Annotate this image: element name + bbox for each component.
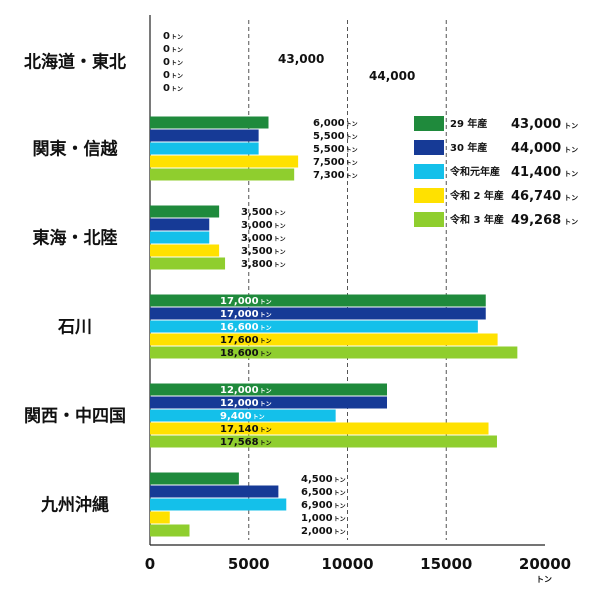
bar <box>150 396 387 409</box>
data-label: 12,000トン <box>220 385 272 396</box>
data-label: 6,900トン <box>301 500 346 511</box>
x-axis-unit: トン <box>536 575 552 584</box>
x-tick-label: 5000 <box>228 555 270 573</box>
legend-total: 44,000 トン <box>511 141 578 156</box>
bar <box>150 231 210 244</box>
legend-total: 41,400 トン <box>511 165 578 180</box>
x-tick-label: 20000 <box>519 555 571 573</box>
data-label: 17,600トン <box>220 335 272 346</box>
legend-total: 49,268 トン <box>511 213 578 228</box>
data-label: 3,000トン <box>241 233 286 244</box>
legend-label: 令和 2 年産 <box>449 189 504 202</box>
bar <box>150 346 518 359</box>
data-label: 12,000トン <box>220 398 272 409</box>
x-tick-label: 10000 <box>321 555 373 573</box>
bar <box>150 244 220 257</box>
data-label: 7,500トン <box>313 157 358 168</box>
category-label: 九州沖縄 <box>40 495 109 516</box>
bar <box>150 155 299 168</box>
legend-swatch <box>414 188 444 203</box>
bar <box>150 168 295 181</box>
data-label: 0トン <box>163 44 183 55</box>
bar <box>150 435 497 448</box>
bar <box>150 129 259 142</box>
legend-label: 令和元年産 <box>449 165 500 178</box>
annotation-44000: 44,000 <box>369 69 415 83</box>
data-label: 17,140トン <box>220 424 272 435</box>
data-label: 17,000トン <box>220 296 272 307</box>
data-label: 3,000トン <box>241 220 286 231</box>
data-label: 4,500トン <box>301 474 346 485</box>
legend-swatch <box>414 212 444 227</box>
x-tick-label: 15000 <box>420 555 472 573</box>
annotation-43000: 43,000 <box>278 52 324 66</box>
data-label: 16,600トン <box>220 322 272 333</box>
bar <box>150 485 279 498</box>
bar <box>150 498 287 511</box>
data-label: 17,568トン <box>220 437 272 448</box>
legend-label: 30 年産 <box>450 141 487 154</box>
bar <box>150 511 170 524</box>
category-label: 東海・北陸 <box>33 228 118 249</box>
data-label: 0トン <box>163 83 183 94</box>
data-label: 6,000トン <box>313 118 358 129</box>
bar <box>150 320 478 333</box>
data-label: 5,500トン <box>313 144 358 155</box>
category-label: 関東・信越 <box>33 139 119 160</box>
data-label: 2,000トン <box>301 526 346 537</box>
data-label: 7,300トン <box>313 170 358 181</box>
bar <box>150 257 226 270</box>
legend-total: 43,000 トン <box>511 117 578 132</box>
category-label: 北海道・東北 <box>24 52 126 73</box>
bar <box>150 524 190 537</box>
bar <box>150 218 210 231</box>
legend-swatch <box>414 116 444 131</box>
data-label: 3,800トン <box>241 259 286 270</box>
data-label: 0トン <box>163 57 183 68</box>
data-label: 5,500トン <box>313 131 358 142</box>
bar <box>150 333 498 346</box>
data-label: 0トン <box>163 31 183 42</box>
category-label: 石川 <box>57 318 92 338</box>
bar <box>150 472 239 485</box>
legend-label: 29 年産 <box>450 117 487 130</box>
category-label: 関西・中四国 <box>24 406 126 427</box>
legend-total: 46,740 トン <box>511 189 578 204</box>
legend-label: 令和 3 年産 <box>449 213 504 226</box>
bar <box>150 205 220 218</box>
data-label: 17,000トン <box>220 309 272 320</box>
bar <box>150 409 336 422</box>
legend-swatch <box>414 164 444 179</box>
data-label: 1,000トン <box>301 513 346 524</box>
bar <box>150 116 269 129</box>
bar <box>150 294 486 307</box>
data-label: 0トン <box>163 70 183 81</box>
legend-swatch <box>414 140 444 155</box>
data-label: 18,600トン <box>220 348 272 359</box>
data-label: 9,400トン <box>220 411 265 422</box>
data-label: 6,500トン <box>301 487 346 498</box>
bar <box>150 142 259 155</box>
data-label: 3,500トン <box>241 207 286 218</box>
bar <box>150 422 489 435</box>
data-label: 3,500トン <box>241 246 286 257</box>
bar <box>150 383 387 396</box>
bar <box>150 307 486 320</box>
x-tick-label: 0 <box>145 555 155 573</box>
